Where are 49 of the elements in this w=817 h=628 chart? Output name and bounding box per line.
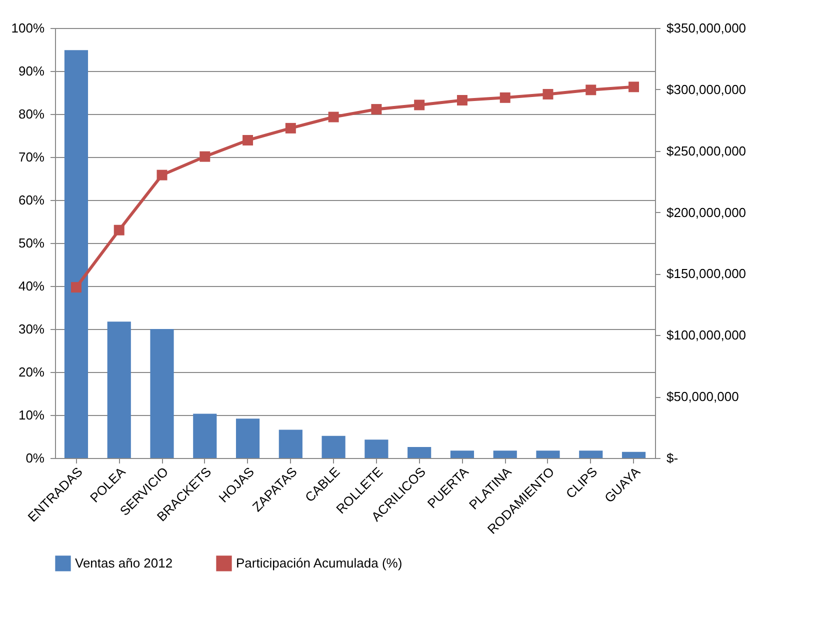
point [285, 122, 296, 134]
point [500, 92, 510, 103]
y2-tick-label: $300,000,000 [666, 82, 746, 97]
y-tick-label: 50% [18, 236, 45, 250]
y-tick-label: 20% [18, 364, 45, 380]
y2-tick-label: $150,000,000 [666, 266, 746, 282]
point [200, 151, 210, 162]
bar [579, 450, 603, 458]
legend-label: Ventas año 2012 [75, 555, 173, 570]
y-tick-label: 70% [18, 150, 45, 164]
y-tick-label: 80% [18, 106, 45, 122]
point [242, 134, 254, 146]
y-tick-label: 100% [11, 20, 45, 36]
bar [364, 440, 388, 458]
bar [236, 418, 260, 458]
bar [450, 450, 474, 458]
y2-tick-label: $200,000,000 [666, 204, 746, 220]
legend-label: Participación Acumulada (%) [236, 555, 402, 570]
bar [493, 450, 517, 458]
point [70, 282, 82, 293]
y-tick-label: 90% [18, 64, 45, 78]
y2-tick-label: $50,000,000 [666, 389, 739, 404]
point [542, 88, 554, 100]
bar [150, 329, 174, 458]
y-tick-label: 10% [18, 408, 45, 422]
bar [107, 322, 131, 458]
point [156, 170, 168, 180]
point [456, 94, 468, 106]
bar [622, 452, 646, 458]
point [414, 100, 425, 110]
point [586, 84, 596, 96]
point [628, 82, 640, 92]
bar [278, 430, 302, 458]
y-tick-label: 30% [18, 322, 45, 336]
y2-tick-label: $350,000,000 [666, 20, 746, 36]
y-tick-label: 0% [26, 450, 45, 466]
bar [193, 414, 217, 458]
y-tick-label: 60% [18, 192, 45, 208]
point [328, 112, 339, 122]
bar [536, 450, 560, 458]
y-tick-label: 40% [18, 278, 45, 294]
bar [322, 436, 346, 458]
bar [408, 446, 432, 458]
y2-tick-label: $250,000,000 [666, 143, 746, 158]
y2-tick-label: $100,000,000 [666, 328, 746, 343]
y2-tick-label: $- [666, 450, 678, 466]
point [114, 224, 124, 236]
bar [64, 50, 88, 458]
point [371, 104, 382, 115]
